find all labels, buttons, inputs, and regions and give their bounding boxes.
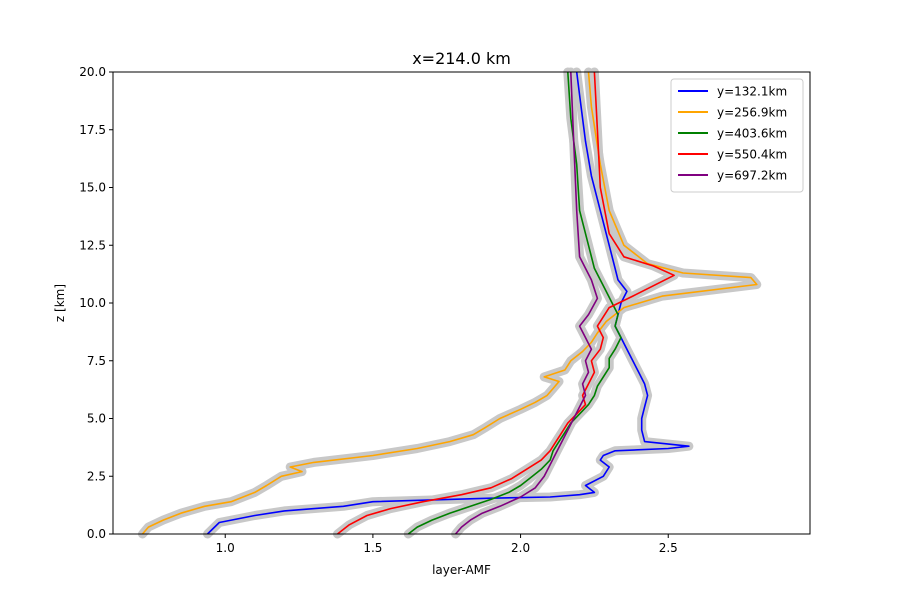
chart-title: x=214.0 km [412, 49, 511, 68]
y-tick-label: 20.0 [79, 65, 106, 79]
y-tick-label: 2.5 [87, 469, 106, 483]
x-tick-label: 1.5 [363, 541, 382, 555]
legend-label: y=550.4km [717, 148, 787, 162]
y-tick-label: 0.0 [87, 527, 106, 541]
x-tick-label: 1.0 [216, 541, 235, 555]
y-tick-label: 7.5 [87, 354, 106, 368]
series-line-4 [337, 71, 675, 535]
legend: y=132.1km y=256.9km y=403.6km y=550.4km y=69… [670, 78, 804, 193]
y-axis-ticks: 0.0 2.5 5.0 7.5 10.0 12.5 15.0 17.5 20.0 [79, 65, 113, 541]
series-line-5 [454, 71, 599, 535]
y-tick-label: 15.0 [79, 181, 106, 195]
series-line-3 [407, 71, 622, 535]
legend-label: y=256.9km [717, 106, 787, 120]
x-tick-label: 2.0 [511, 541, 530, 555]
series-lines [141, 71, 758, 535]
y-tick-label: 17.5 [79, 123, 106, 137]
y-tick-label: 12.5 [79, 238, 106, 252]
legend-label: y=403.6km [717, 127, 787, 141]
y-tick-label: 5.0 [87, 412, 106, 426]
legend-label: y=697.2km [717, 169, 787, 183]
legend-label: y=132.1km [717, 85, 787, 99]
x-axis-ticks: 1.0 1.5 2.0 2.5 [216, 534, 678, 555]
x-axis-label: layer-AMF [432, 563, 491, 577]
legend-box [670, 78, 804, 193]
x-tick-label: 2.5 [659, 541, 678, 555]
series-line-2 [141, 71, 758, 535]
y-tick-label: 10.0 [79, 296, 106, 310]
y-axis-label: z [km] [53, 284, 67, 322]
